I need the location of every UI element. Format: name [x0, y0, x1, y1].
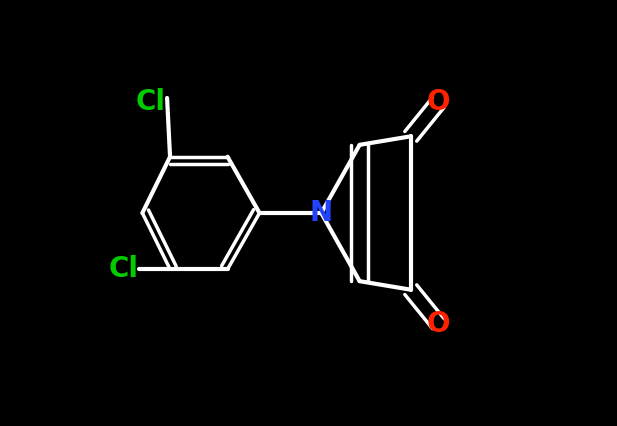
Text: O: O [427, 310, 450, 338]
Text: N: N [310, 199, 333, 227]
Text: Cl: Cl [108, 255, 138, 283]
Text: O: O [427, 88, 450, 116]
Text: Cl: Cl [136, 88, 166, 116]
